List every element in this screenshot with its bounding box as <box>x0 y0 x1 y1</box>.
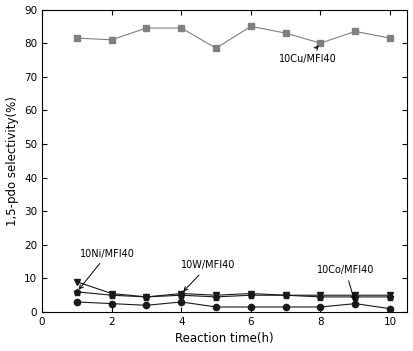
X-axis label: Reaction time(h): Reaction time(h) <box>176 332 274 345</box>
Text: 10Cu/MFI40: 10Cu/MFI40 <box>279 46 337 64</box>
Text: 10W/MFI40: 10W/MFI40 <box>181 260 236 291</box>
Text: 10Ni/MFI40: 10Ni/MFI40 <box>79 249 135 289</box>
Y-axis label: 1,5-pdo selectivity(%): 1,5-pdo selectivity(%) <box>5 96 19 226</box>
Text: 10Co/MFI40: 10Co/MFI40 <box>317 265 374 300</box>
